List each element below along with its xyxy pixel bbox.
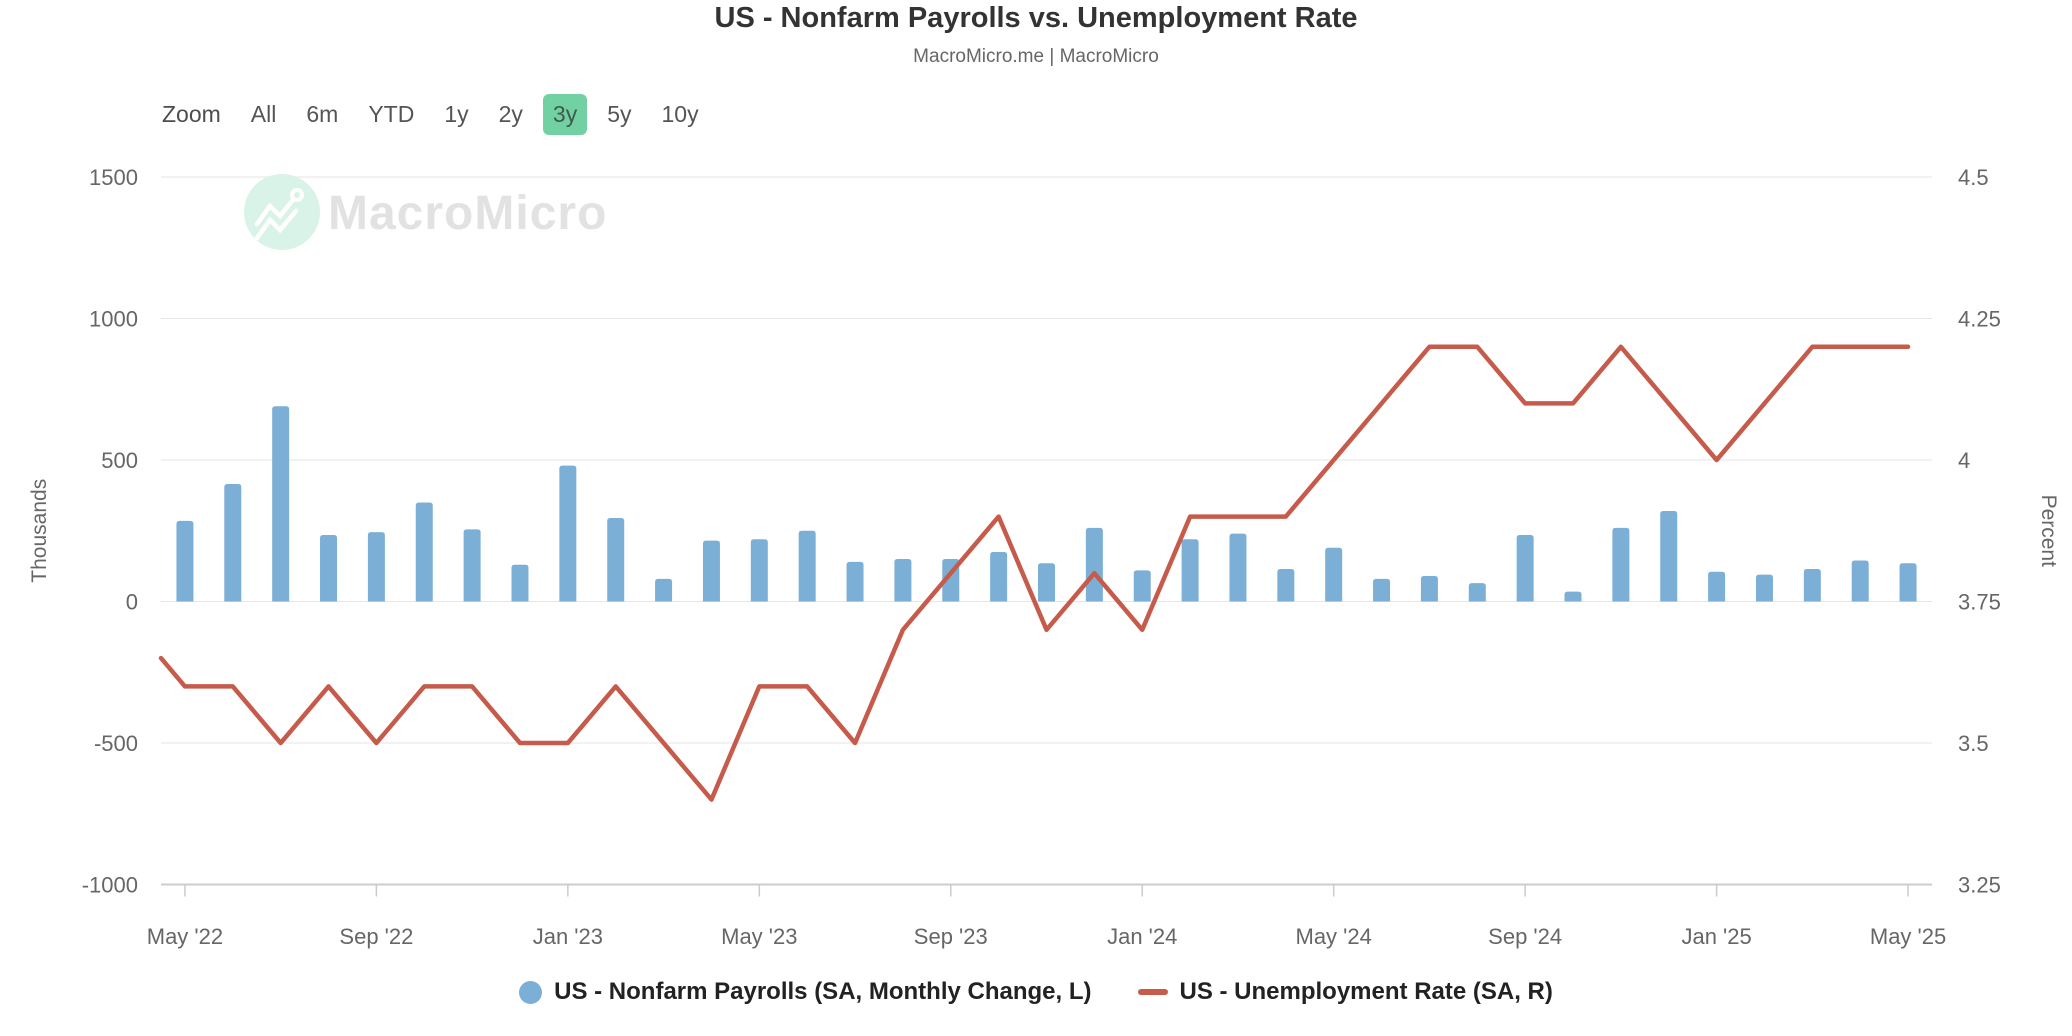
payrolls-bar[interactable] <box>1038 563 1055 602</box>
payrolls-bar[interactable] <box>1133 570 1151 602</box>
legend-item-unemployment-rate[interactable]: US - Unemployment Rate (SA, R) <box>1137 978 1553 1006</box>
watermark-text: MacroMicro <box>328 187 607 240</box>
payrolls-bar[interactable] <box>1420 576 1438 602</box>
left-axis-tick-label: 1500 <box>89 165 138 190</box>
payrolls-bar[interactable] <box>655 578 673 602</box>
payrolls-bar[interactable] <box>1612 527 1630 602</box>
x-axis-tick-label: Jan '24 <box>1107 924 1177 949</box>
payrolls-bar[interactable] <box>559 465 577 602</box>
logo-zigzag-icon <box>254 208 299 241</box>
payrolls-bar[interactable] <box>1708 571 1726 602</box>
payrolls-bar[interactable] <box>320 534 338 602</box>
chart-plot-area[interactable]: 1500 4.5 1000 4.25 500 4 0 3.75 -500 3.5 -1000 3.25… <box>0 0 2072 960</box>
x-axis-tick-label: May '25 <box>1870 924 1946 949</box>
payrolls-bar[interactable] <box>224 484 242 602</box>
x-axis-tick-label: Jan '23 <box>533 924 603 949</box>
right-axis-tick-label: 4.25 <box>1958 307 2001 332</box>
legend-label-unemployment-rate: US - Unemployment Rate (SA, R) <box>1179 978 1553 1005</box>
left-axis-tick-label: 0 <box>126 590 138 615</box>
payrolls-bar[interactable] <box>846 561 864 602</box>
chart-legend: US - Nonfarm Payrolls (SA, Monthly Chang… <box>0 978 2072 1006</box>
range-button-3y[interactable]: 3y <box>542 94 588 135</box>
payrolls-bar[interactable] <box>1468 583 1486 602</box>
payrolls-bar[interactable] <box>1181 539 1199 602</box>
payrolls-bar[interactable] <box>367 532 385 602</box>
payrolls-bar[interactable] <box>415 502 433 602</box>
right-axis-tick-label: 3.75 <box>1958 590 2001 615</box>
x-axis-tick-label: May '23 <box>721 924 797 949</box>
payrolls-bar[interactable] <box>1660 510 1678 602</box>
range-button-group: All 6m YTD 1y 2y 3y 5y 10y <box>241 94 709 135</box>
right-axis-tick-label: 3.5 <box>1958 731 1989 756</box>
payrolls-bar[interactable] <box>1229 533 1247 602</box>
left-axis-tick-label: -500 <box>94 731 138 756</box>
zoom-label: Zoom <box>162 101 221 127</box>
legend-label-nonfarm-payrolls: US - Nonfarm Payrolls (SA, Monthly Chang… <box>554 978 1092 1005</box>
x-axis-tick-label: Sep '23 <box>914 924 988 949</box>
x-axis-tick-label: Sep '24 <box>1488 924 1562 949</box>
payrolls-bar[interactable] <box>1899 563 1917 602</box>
range-button-10y[interactable]: 10y <box>652 94 709 135</box>
payrolls-bar[interactable] <box>511 564 529 602</box>
bar-series-marker-icon <box>519 980 543 1004</box>
payrolls-bar[interactable] <box>1085 527 1103 602</box>
right-axis-tick-label: 4.5 <box>1958 165 1989 190</box>
x-axis-tick-label: May '24 <box>1296 924 1372 949</box>
legend-item-nonfarm-payrolls[interactable]: US - Nonfarm Payrolls (SA, Monthly Chang… <box>519 978 1092 1006</box>
logo-zigzag-icon <box>254 198 295 227</box>
right-axis-tick-label: 4 <box>1958 448 1970 473</box>
right-axis-title: Percent <box>2037 495 2060 568</box>
range-button-all[interactable]: All <box>241 94 287 135</box>
chart-header: US - Nonfarm Payrolls vs. Unemployment R… <box>0 0 2072 68</box>
left-axis-tick-label: 500 <box>101 448 138 473</box>
payrolls-bar[interactable] <box>1325 547 1343 602</box>
payrolls-bar[interactable] <box>1803 568 1821 602</box>
payrolls-bar[interactable] <box>1851 560 1869 602</box>
page-subtitle: MacroMicro.me | MacroMicro <box>913 46 1159 67</box>
unemployment-rate-line[interactable] <box>158 344 1911 802</box>
range-button-1y[interactable]: 1y <box>434 94 478 135</box>
range-button-5y[interactable]: 5y <box>597 94 641 135</box>
payrolls-bar[interactable] <box>1277 568 1295 602</box>
left-axis-tick-label: 1000 <box>89 307 138 332</box>
payrolls-bar[interactable] <box>990 551 1008 602</box>
payrolls-bar[interactable] <box>750 539 768 602</box>
payrolls-bar[interactable] <box>798 530 816 602</box>
payrolls-bar[interactable] <box>272 406 290 602</box>
left-axis-title: Thousands <box>28 479 51 583</box>
right-axis-tick-label: 3.25 <box>1958 873 2001 898</box>
logo-dot-icon <box>290 188 304 202</box>
range-toolbar: Zoom All 6m YTD 1y 2y 3y 5y 10y <box>158 94 709 135</box>
payrolls-bar[interactable] <box>463 529 481 602</box>
range-button-2y[interactable]: 2y <box>489 94 533 135</box>
payrolls-bar[interactable] <box>1755 574 1773 602</box>
x-axis-tick-label: Sep '22 <box>339 924 413 949</box>
range-button-ytd[interactable]: YTD <box>358 94 424 135</box>
line-series-marker-icon <box>1137 989 1168 995</box>
payrolls-bar[interactable] <box>894 559 912 602</box>
x-axis-tick-label: Jan '25 <box>1681 924 1751 949</box>
payrolls-bar[interactable] <box>702 540 720 602</box>
payrolls-bar[interactable] <box>607 518 625 602</box>
x-axis-tick-label: May '22 <box>147 924 223 949</box>
payrolls-bar[interactable] <box>1564 591 1582 602</box>
payrolls-bar[interactable] <box>176 520 194 602</box>
range-button-6m[interactable]: 6m <box>296 94 348 135</box>
payrolls-bar[interactable] <box>1373 578 1391 602</box>
left-axis-tick-label: -1000 <box>82 873 138 898</box>
payrolls-bar[interactable] <box>1516 534 1534 602</box>
page-title: US - Nonfarm Payrolls vs. Unemployment R… <box>714 2 1358 34</box>
